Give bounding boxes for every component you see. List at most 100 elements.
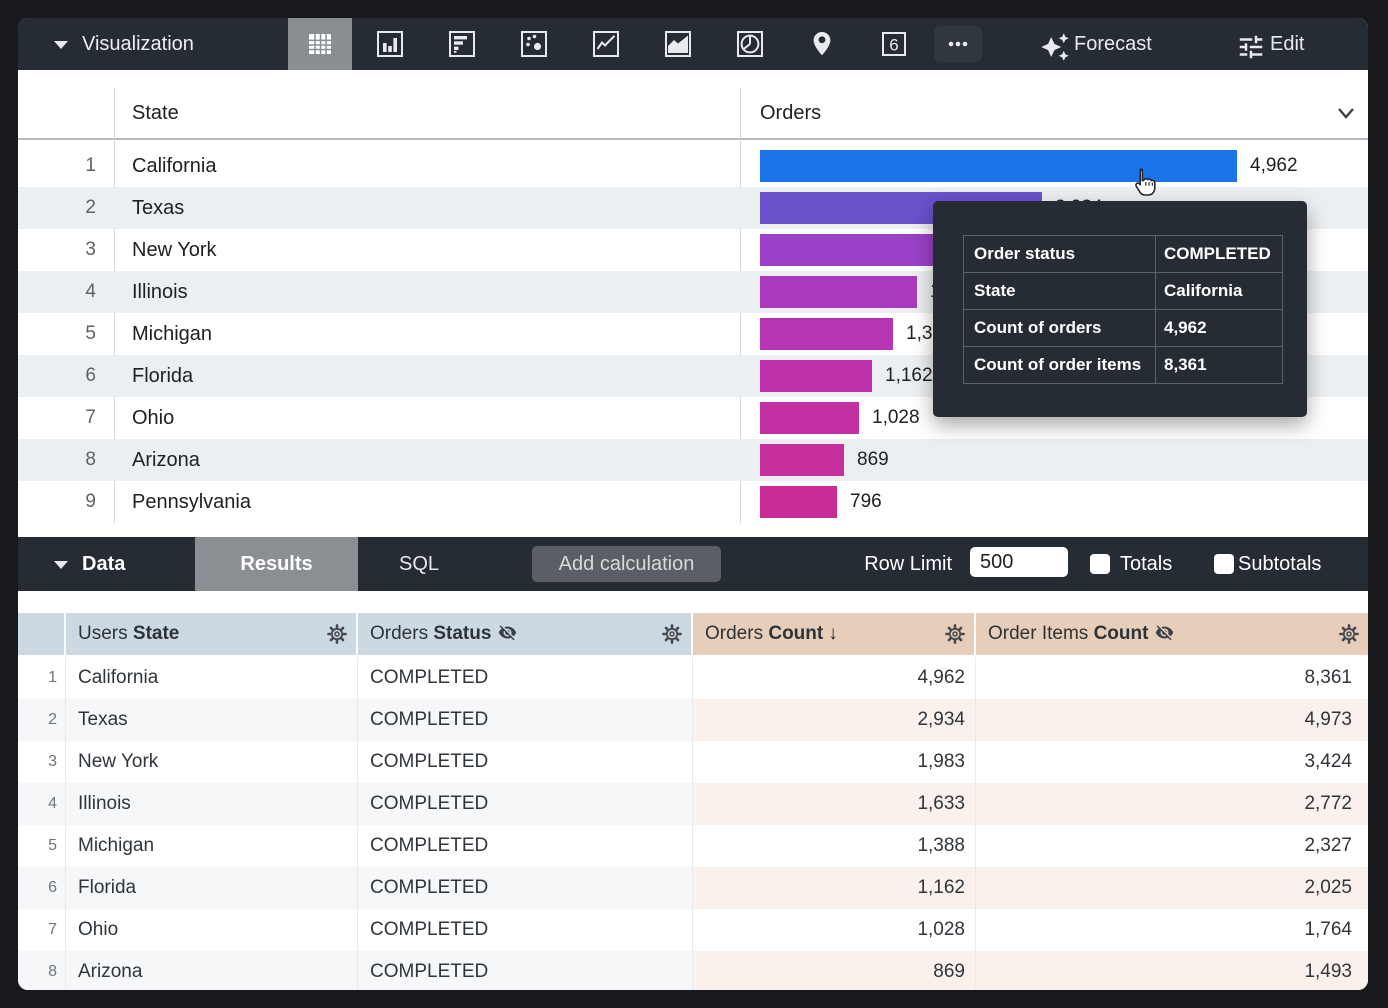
state-cell: Ohio (66, 909, 358, 951)
subtotals-checkbox[interactable] (1214, 554, 1234, 574)
gear-icon[interactable] (944, 623, 966, 645)
data-toolbar: Data Results SQL Add calculation Row Lim… (18, 537, 1368, 591)
viz-column-header-orders[interactable]: Orders (760, 102, 822, 124)
row-number: 4 (85, 281, 96, 302)
orders-bar[interactable] (760, 444, 844, 476)
orders-count-cell: 1,028 (693, 909, 976, 951)
single-value-icon[interactable]: 6 (879, 29, 909, 59)
gear-icon[interactable] (661, 623, 683, 645)
viz-type-table-selected[interactable] (288, 18, 352, 70)
totals-label[interactable]: Totals (1120, 553, 1173, 575)
forecast-sparkle-icon[interactable] (1040, 32, 1070, 62)
status-cell: COMPLETED (358, 825, 693, 867)
state-cell: Florida (66, 867, 358, 909)
viz-table-row: 1 California 4,962 (18, 145, 1368, 187)
row-number: 6 (85, 365, 96, 386)
edit-button[interactable]: Edit (1270, 33, 1305, 55)
viz-table-row: 9 Pennsylvania 796 (18, 481, 1368, 523)
order-items-count-cell: 1,764 (1304, 919, 1352, 940)
status-cell: COMPLETED (358, 657, 693, 699)
viz-column-header-state[interactable]: State (132, 102, 179, 124)
row-number: 2 (18, 699, 66, 741)
area-chart-icon[interactable] (663, 29, 693, 59)
tooltip-value: COMPLETED (1164, 244, 1271, 263)
orders-bar[interactable] (760, 402, 859, 434)
visibility-off-icon (1156, 625, 1174, 641)
header-view-name: Orders (370, 623, 434, 644)
row-number: 2 (85, 197, 96, 218)
tooltip-row: Count of order items 8,361 (964, 346, 1282, 383)
row-number: 7 (85, 407, 96, 428)
orders-bar[interactable] (760, 150, 1237, 182)
row-number: 8 (18, 951, 66, 990)
column-header-orders-count[interactable]: Orders Count ↓ (693, 613, 976, 655)
row-number: 4 (18, 783, 66, 825)
status-cell: COMPLETED (358, 741, 693, 783)
subtotals-label[interactable]: Subtotals (1238, 553, 1322, 575)
orders-count-cell: 1,983 (693, 741, 976, 783)
orders-bar[interactable] (760, 486, 837, 518)
orders-bar[interactable] (760, 360, 872, 392)
add-calculation-button[interactable]: Add calculation (532, 546, 721, 582)
edit-tune-icon[interactable] (1236, 32, 1266, 62)
gear-icon[interactable] (326, 623, 348, 645)
tab-sql[interactable]: SQL (398, 553, 440, 575)
orders-bar[interactable] (760, 234, 951, 266)
row-number: 5 (85, 323, 96, 344)
state-cell: California (66, 657, 358, 699)
tooltip-label: Count of order items (964, 347, 1156, 383)
column-header-orders-status[interactable]: Orders Status (358, 613, 693, 655)
collapse-caret-icon[interactable] (54, 41, 68, 49)
visualization-section-label[interactable]: Visualization (82, 33, 194, 55)
tab-results[interactable]: Results (195, 537, 358, 591)
header-field-name: Count (768, 623, 824, 644)
table-icon[interactable] (305, 29, 335, 59)
column-chart-icon[interactable] (375, 29, 405, 59)
forecast-button[interactable]: Forecast (1074, 33, 1152, 55)
column-header-users-state[interactable]: Users State (66, 613, 358, 655)
orders-bar[interactable] (760, 318, 893, 350)
state-cell: New York (132, 239, 217, 261)
map-pin-icon[interactable] (807, 29, 837, 59)
orders-count-cell: 4,962 (693, 657, 976, 699)
row-limit-input[interactable] (970, 547, 1068, 577)
chevron-down-icon[interactable] (1336, 105, 1356, 121)
state-cell: New York (66, 741, 358, 783)
viz-table-header: State Orders (18, 88, 1368, 140)
status-cell: COMPLETED (358, 909, 693, 951)
status-cell: COMPLETED (358, 783, 693, 825)
row-number: 9 (85, 491, 96, 512)
gear-icon[interactable] (1338, 623, 1360, 645)
totals-checkbox[interactable] (1090, 554, 1110, 574)
tooltip-label: Count of orders (964, 310, 1156, 346)
state-cell: Ohio (132, 407, 175, 429)
orders-bar[interactable] (760, 276, 917, 308)
status-cell: COMPLETED (358, 951, 693, 990)
row-number: 3 (85, 239, 96, 260)
data-section-label[interactable]: Data (82, 553, 126, 575)
collapse-caret-icon[interactable] (54, 561, 68, 569)
row-limit-label: Row Limit (864, 553, 952, 575)
orders-count-cell: 1,388 (693, 825, 976, 867)
column-header-order-items-count[interactable]: Order Items Count (976, 613, 1368, 655)
state-cell: Arizona (132, 449, 200, 471)
scatter-plot-icon[interactable] (519, 29, 549, 59)
table-row: 7 Ohio COMPLETED 1,028 1,764 (18, 909, 1368, 951)
row-number: 6 (18, 867, 66, 909)
state-cell: Florida (132, 365, 194, 387)
bar-value-label: 4,962 (1250, 155, 1298, 176)
order-items-count-cell: 4,973 (976, 699, 1368, 741)
tooltip-value: California (1164, 281, 1243, 300)
bar-chart-icon[interactable] (447, 29, 477, 59)
status-cell: COMPLETED (358, 867, 693, 909)
tooltip-row: Count of orders 4,962 (964, 309, 1282, 346)
more-viz-types-button[interactable] (934, 26, 982, 62)
row-number: 1 (18, 657, 66, 699)
row-number-header-stub (18, 613, 66, 655)
line-chart-icon[interactable] (591, 29, 621, 59)
orders-count-cell: 869 (693, 951, 976, 990)
row-number: 3 (18, 741, 66, 783)
table-row: 2 Texas COMPLETED 2,934 4,973 (18, 699, 1368, 741)
pie-chart-icon[interactable] (735, 29, 765, 59)
bar-value-label: 1,028 (872, 407, 920, 428)
